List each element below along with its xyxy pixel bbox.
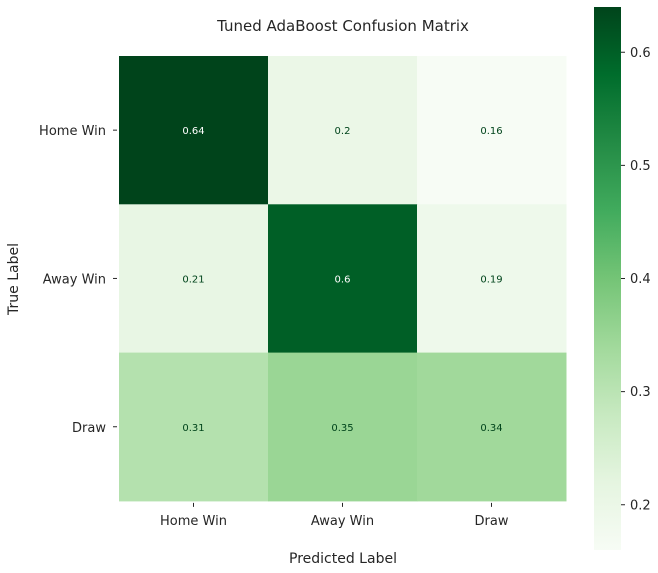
heatmap-cell	[268, 56, 418, 205]
cell-value-label: 0.35	[331, 423, 353, 434]
colorbar-tick-label: 0.2	[630, 498, 651, 513]
heatmap-cell	[119, 352, 269, 502]
y-tick-label: Home Win	[39, 124, 106, 139]
colorbar-gradient	[594, 7, 621, 550]
heatmap-cell	[417, 352, 567, 502]
heatmap-cell	[268, 204, 418, 354]
heatmap-cell	[417, 56, 567, 205]
y-tick-label: Draw	[72, 421, 106, 436]
heatmap-cell	[119, 56, 269, 205]
cell-value-label: 0.16	[480, 126, 502, 137]
y-axis-label: True Label	[6, 243, 22, 316]
colorbar-tick-label: 0.4	[630, 272, 651, 287]
cell-value-label: 0.21	[182, 274, 204, 285]
x-tick-label: Away Win	[311, 514, 374, 529]
cell-value-label: 0.6	[335, 274, 351, 285]
x-tick-label: Home Win	[160, 514, 227, 529]
chart-title: Tuned AdaBoost Confusion Matrix	[216, 17, 469, 35]
cell-value-label: 0.19	[480, 274, 502, 285]
cell-value-label: 0.2	[335, 126, 351, 137]
y-tick-labels: Home Win Away Win Draw	[39, 124, 117, 436]
colorbar: 0.2 0.3 0.4 0.5 0.6	[594, 7, 651, 550]
x-axis-label: Predicted Label	[289, 551, 397, 567]
heatmap-cells: 0.64 0.2 0.16 0.21 0.6 0.19 0.31 0.35 0.34	[119, 56, 567, 502]
heatmap-cell	[417, 204, 567, 354]
x-tick-labels: Home Win Away Win Draw	[160, 502, 509, 529]
heatmap-cell	[268, 352, 418, 502]
colorbar-tick-label: 0.6	[630, 46, 651, 61]
colorbar-tick-label: 0.3	[630, 385, 651, 400]
y-tick-label: Away Win	[43, 272, 106, 287]
colorbar-tick-label: 0.5	[630, 159, 651, 174]
heatmap-cell	[119, 204, 269, 354]
cell-value-label: 0.31	[182, 423, 204, 434]
cell-value-label: 0.64	[182, 126, 204, 137]
cell-value-label: 0.34	[480, 423, 502, 434]
x-tick-label: Draw	[475, 514, 509, 529]
